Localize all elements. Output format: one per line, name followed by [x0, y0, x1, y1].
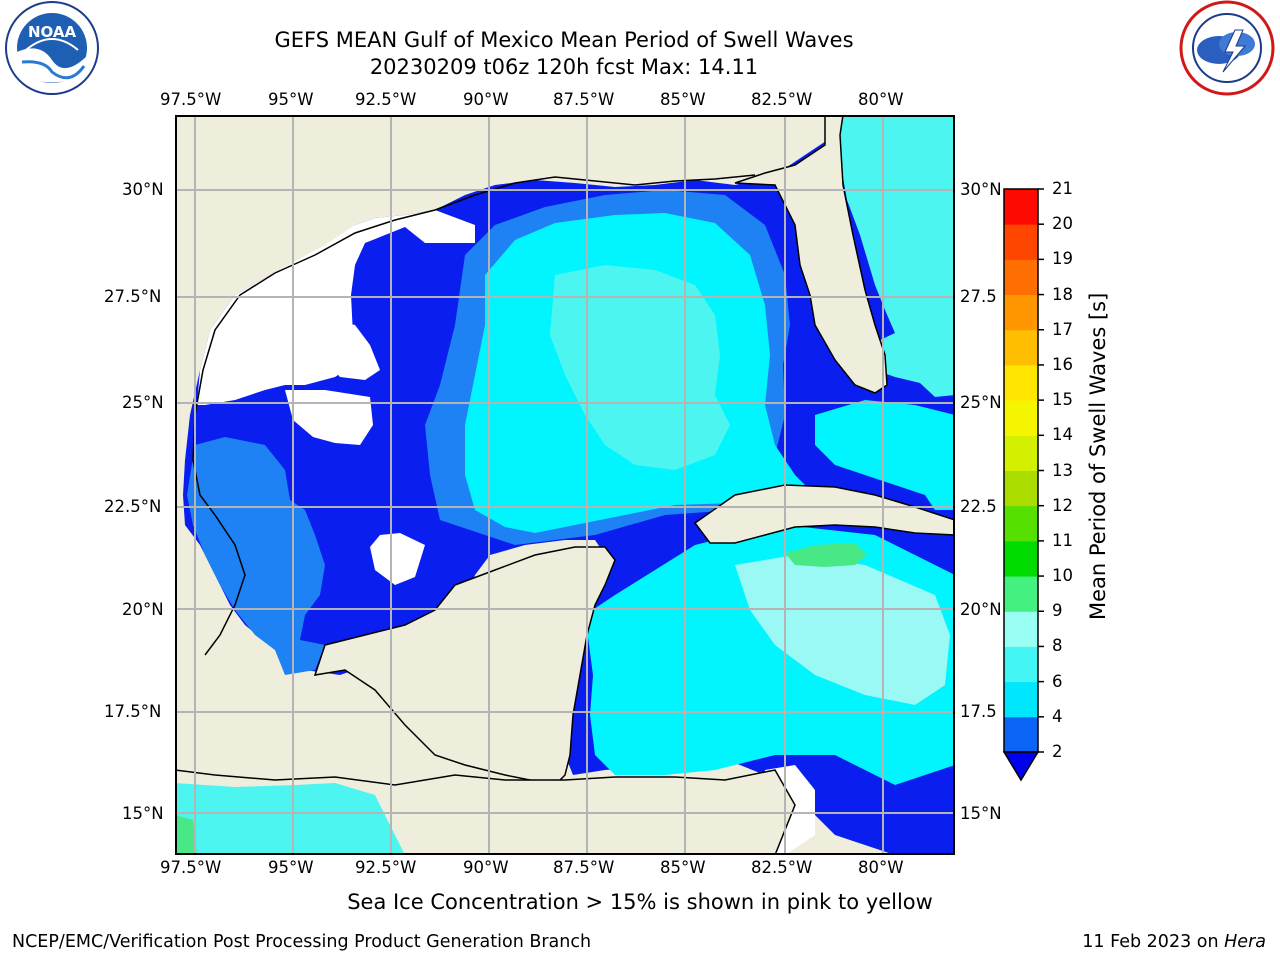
- colorbar-segment: [1004, 540, 1038, 577]
- top-lon-label: 97.5°W: [160, 90, 222, 109]
- colorbar: [1000, 185, 1080, 785]
- gulf-coastline: [192, 174, 756, 656]
- bottom-lon-label: 82.5°W: [751, 858, 813, 877]
- bottom-lon-label: 80°W: [858, 858, 904, 877]
- right-lat-label: 22.5: [960, 497, 997, 516]
- mask-south-blob: [370, 533, 425, 585]
- mask-northwest: [197, 210, 475, 405]
- colorbar-extend-arrow: [1002, 751, 1040, 782]
- colorbar-label: Mean Period of Swell Waves [s]: [1086, 292, 1110, 620]
- colorbar-segment: [1004, 329, 1038, 366]
- left-lat-label: 27.5°N: [104, 287, 162, 306]
- top-lon-label: 87.5°W: [553, 90, 615, 109]
- gridlines: [175, 115, 955, 855]
- colorbar-segment: [1004, 294, 1038, 331]
- colorbar-segment: [1004, 505, 1038, 542]
- atlantic-water-cyan: [839, 115, 955, 397]
- right-lat-label: 25°N: [960, 393, 1002, 412]
- colorbar-segment: [1004, 646, 1038, 683]
- colorbar-tick-label: 8: [1052, 636, 1063, 656]
- top-lon-label: 95°W: [268, 90, 314, 109]
- gulf-water-midblue-west: [187, 437, 325, 675]
- florida-land: [734, 115, 955, 394]
- footer-host: Hera: [1224, 932, 1266, 952]
- colorbar-tick-label: 11: [1052, 530, 1073, 550]
- cuba-land: [693, 484, 955, 544]
- pacific-water-cyan: [175, 783, 405, 855]
- right-lat-label: 30°N: [960, 180, 1002, 199]
- bottom-lon-label: 95°W: [268, 858, 314, 877]
- map-border: [175, 115, 955, 855]
- top-lon-label: 90°W: [463, 90, 509, 109]
- colorbar-segment: [1004, 189, 1038, 225]
- right-lat-label: 27.5: [960, 287, 997, 306]
- colorbar-ticks: 2 4 6 8 9 10 11 12 13 14 15 16 17 18 19 20 21: [1052, 0, 1112, 960]
- bottom-lon-label: 85°W: [660, 858, 706, 877]
- bottom-lon-label: 92.5°W: [355, 858, 417, 877]
- colorbar-segment: [1004, 364, 1038, 401]
- colorbar-tick-label: 4: [1052, 706, 1063, 726]
- noaa-logo: NOAA: [0, 0, 105, 100]
- footer-date: 11 Feb 2023 on Hera: [1082, 932, 1266, 952]
- right-lat-label: 20°N: [960, 600, 1002, 619]
- colorbar-segment: [1004, 435, 1038, 471]
- top-lon-label: 85°W: [660, 90, 706, 109]
- pacific-water-green: [175, 815, 197, 855]
- right-lat-label: 15°N: [960, 804, 1002, 823]
- caribbean-water-pale: [735, 555, 950, 705]
- colorbar-segment: [1004, 576, 1038, 612]
- left-lat-label: 30°N: [122, 180, 164, 199]
- colorbar-tick-label: 19: [1052, 249, 1073, 269]
- colorbar-segment: [1004, 470, 1038, 507]
- caribbean-green-patch: [785, 543, 867, 567]
- left-lat-label: 20°N: [122, 600, 164, 619]
- colorbar-tick-label: 21: [1052, 179, 1073, 198]
- left-lat-label: 25°N: [122, 393, 164, 412]
- colorbar-segment: [1004, 681, 1038, 718]
- colorbar-tick-label: 17: [1052, 319, 1073, 339]
- chart-subtitle: 20230209 t06z 120h fcst Max: 14.11: [369, 55, 759, 79]
- top-lon-label: 92.5°W: [355, 90, 417, 109]
- top-lon-label: 80°W: [858, 90, 904, 109]
- footer-credit: NCEP/EMC/Verification Post Processing Pr…: [12, 932, 592, 952]
- footer-date-text: 11 Feb 2023 on: [1082, 932, 1225, 952]
- bottom-lon-label: 97.5°W: [160, 858, 222, 877]
- colorbar-tick-label: 18: [1052, 284, 1073, 304]
- colorbar-segment: [1004, 716, 1038, 753]
- colorbar-tick-label: 6: [1052, 671, 1063, 691]
- colorbar-tick-label: 20: [1052, 214, 1073, 234]
- bottom-lon-label: 87.5°W: [553, 858, 615, 877]
- noaa-logo-text: NOAA: [28, 23, 77, 41]
- nws-logo: [1175, 0, 1280, 100]
- colorbar-tick-label: 16: [1052, 354, 1073, 374]
- sea-ice-note: Sea Ice Concentration > 15% is shown in …: [347, 890, 933, 914]
- right-lat-label: 17.5: [960, 702, 997, 721]
- colorbar-tick-label: 12: [1052, 495, 1073, 515]
- colorbar-tick-label: 9: [1052, 601, 1063, 621]
- bottom-lon-label: 90°W: [463, 858, 509, 877]
- straits-water: [815, 400, 955, 510]
- top-lon-label: 82.5°W: [751, 90, 813, 109]
- left-lat-label: 22.5°N: [104, 497, 162, 516]
- colorbar-segment: [1004, 224, 1038, 260]
- mask-mid-west: [323, 320, 380, 380]
- colorbar-tick-label: 15: [1052, 390, 1073, 410]
- left-lat-label: 17.5°N: [104, 702, 162, 721]
- colorbar-tick-label: 2: [1052, 742, 1063, 761]
- colorbar-tick-label: 14: [1052, 425, 1073, 445]
- colorbar-segment: [1004, 400, 1038, 436]
- colorbar-segment: [1004, 259, 1038, 296]
- map-panel: [175, 115, 955, 855]
- chart-title: GEFS MEAN Gulf of Mexico Mean Period of …: [274, 28, 854, 52]
- left-lat-label: 15°N: [122, 804, 164, 823]
- colorbar-segment: [1004, 611, 1038, 647]
- colorbar-tick-label: 13: [1052, 460, 1073, 480]
- colorbar-tick-label: 10: [1052, 566, 1073, 586]
